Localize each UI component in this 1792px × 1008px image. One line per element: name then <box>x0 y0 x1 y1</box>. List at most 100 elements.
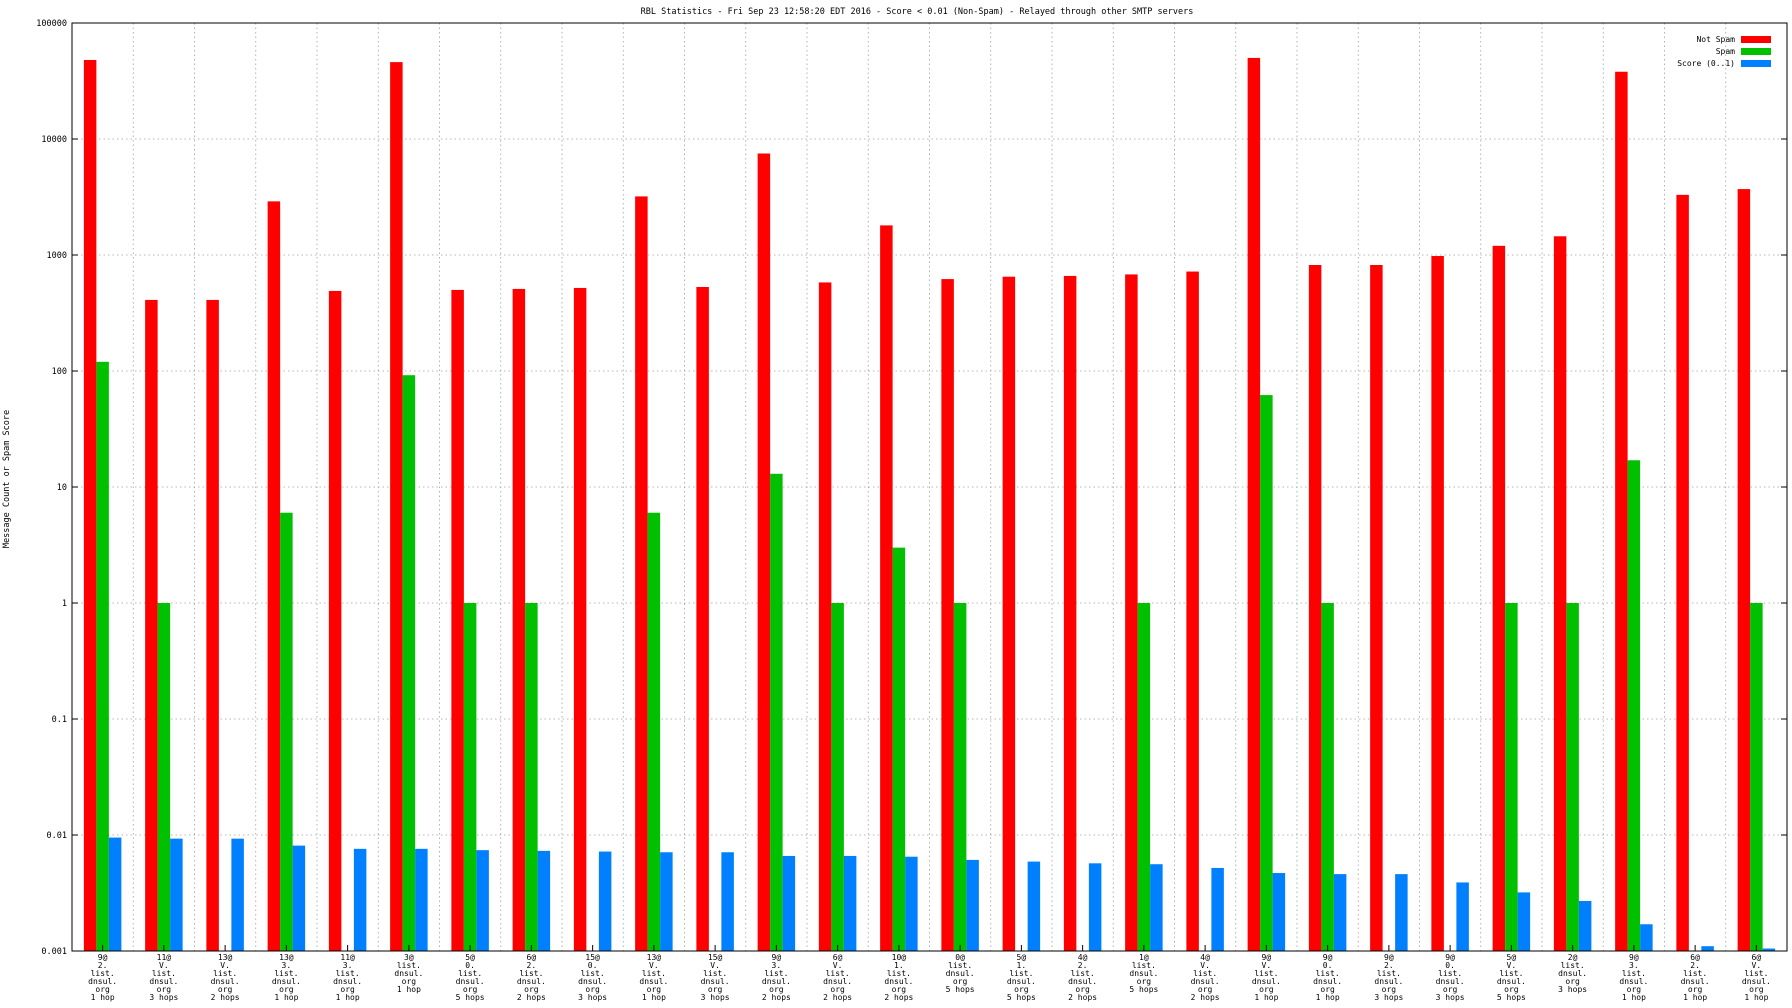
x-category-label: V. <box>220 961 230 970</box>
x-category-label: org <box>340 985 355 994</box>
x-category-label: 9@ <box>98 953 108 962</box>
x-category-label: org <box>585 985 600 994</box>
bar-score-0-1 <box>721 852 734 951</box>
bar-score-0-1 <box>1272 873 1286 951</box>
x-category-label: org <box>1014 985 1029 994</box>
x-category-label: 2 hops <box>884 993 913 1002</box>
bar-score-0-1 <box>353 848 367 951</box>
x-category-label: 1@ <box>1139 953 1149 962</box>
x-category-label: dnsul. <box>1558 969 1587 978</box>
y-tick-labels: 0.001 0.01 0.1 1 10 100 1000 10000 100000 <box>36 19 67 957</box>
x-category-label: dnsul. <box>578 977 607 986</box>
x-category-label: org <box>402 977 417 986</box>
x-category-label: dnsul. <box>1007 977 1036 986</box>
x-category-label: 2 hops <box>1191 993 1220 1002</box>
bar-not-spam <box>206 299 219 951</box>
x-category-label: 3 hops <box>701 993 730 1002</box>
x-category-label: 9@ <box>1262 953 1272 962</box>
bar-not-spam <box>635 196 648 952</box>
y-axis-label: Message Count or Spam Score <box>2 410 12 548</box>
x-category-label: 3. <box>282 961 292 970</box>
bar-not-spam <box>1308 264 1322 952</box>
bar-not-spam <box>267 201 281 952</box>
x-category-label: list. <box>948 961 972 970</box>
x-category-label: dnsul. <box>1374 977 1403 986</box>
x-category-label: 1 hop <box>1254 993 1278 1002</box>
x-category-label: list. <box>887 969 911 978</box>
x-category-label: 11@ <box>340 953 355 962</box>
x-category-label: 3 hops <box>149 993 178 1002</box>
y-tick-label: 0.001 <box>41 947 67 957</box>
x-category-label: 11@ <box>157 953 172 962</box>
x-category-label: 6@ <box>1690 953 1700 962</box>
bar-score-0-1 <box>1701 946 1714 951</box>
plot-frame <box>71 22 1788 952</box>
bar-score-0-1 <box>108 837 122 951</box>
y-tick-label: 10 <box>57 483 67 493</box>
bar-score-0-1 <box>1150 864 1163 951</box>
bar-spam <box>1627 460 1641 951</box>
x-category-label: 13@ <box>279 953 294 962</box>
bar-not-spam <box>1002 276 1016 952</box>
x-category-label: dnsul. <box>1436 977 1465 986</box>
x-category-label: org <box>1443 985 1458 994</box>
x-category-label: 1 hop <box>1316 993 1340 1002</box>
x-category-label: 3 hops <box>1436 993 1465 1002</box>
bar-score-0-1 <box>1088 863 1102 951</box>
x-category-label: V. <box>833 961 843 970</box>
bar-not-spam <box>512 288 526 951</box>
x-category-label: 2. <box>1078 961 1088 970</box>
x-category-label: org <box>1198 985 1213 994</box>
x-category-label: dnsul. <box>884 977 913 986</box>
x-category-label: org <box>647 985 662 994</box>
x-category-label: 2 hops <box>211 993 240 1002</box>
x-category-label: list. <box>1316 969 1340 978</box>
x-category-label: 13@ <box>218 953 233 962</box>
bar-not-spam <box>941 279 954 952</box>
bar-score-0-1 <box>1333 874 1347 951</box>
bar-score-0-1 <box>1027 861 1041 951</box>
x-category-label: 1 hop <box>1744 993 1768 1002</box>
bar-not-spam <box>1125 274 1138 951</box>
x-category-label: 3 hops <box>1558 985 1587 994</box>
y-tick-label: 0.1 <box>52 715 67 725</box>
x-category-label: 9@ <box>1445 953 1455 962</box>
x-category-label: org <box>524 985 539 994</box>
legend: Not Spam Spam Score (0..1) <box>1677 35 1771 68</box>
x-category-label: list. <box>91 969 115 978</box>
bar-spam <box>525 603 538 951</box>
x-category-label: V. <box>1752 961 1762 970</box>
x-category-label: 6@ <box>833 953 843 962</box>
x-category-label: list. <box>1071 969 1095 978</box>
x-category-label: 2. <box>527 961 537 970</box>
x-category-label: org <box>830 985 845 994</box>
y-tick-label: 1 <box>62 599 67 609</box>
x-category-label: dnsul. <box>639 977 668 986</box>
x-category-label: dnsul. <box>823 977 852 986</box>
x-category-label: dnsul. <box>333 977 362 986</box>
x-category-label: list. <box>764 969 788 978</box>
x-category-label: org <box>769 985 784 994</box>
x-category-label: list. <box>1132 961 1156 970</box>
x-category-label: 5@ <box>465 953 475 962</box>
bar-score-0-1 <box>1456 882 1469 951</box>
x-category-label: 13@ <box>647 953 662 962</box>
x-category-label: dnsul. <box>1129 969 1158 978</box>
x-category-label: 1 hop <box>1622 993 1646 1002</box>
bar-not-spam <box>390 62 403 951</box>
x-category-label: dnsul. <box>394 969 423 978</box>
x-category-label: 2. <box>1384 961 1394 970</box>
bar-not-spam <box>1676 194 1689 951</box>
y-tick-label: 10000 <box>41 135 67 145</box>
x-category-label: 4@ <box>1078 953 1088 962</box>
bar-spam <box>647 512 661 951</box>
x-category-label: 4@ <box>1200 953 1210 962</box>
x-category-label: org <box>1320 985 1335 994</box>
x-category-label: 1 hop <box>642 993 666 1002</box>
x-category-label: dnsul. <box>762 977 791 986</box>
bar-not-spam <box>880 225 893 952</box>
x-category-label: 5 hops <box>946 985 975 994</box>
x-category-label: 0. <box>1323 961 1333 970</box>
bar-not-spam <box>145 299 158 951</box>
x-category-label: V. <box>1507 961 1517 970</box>
